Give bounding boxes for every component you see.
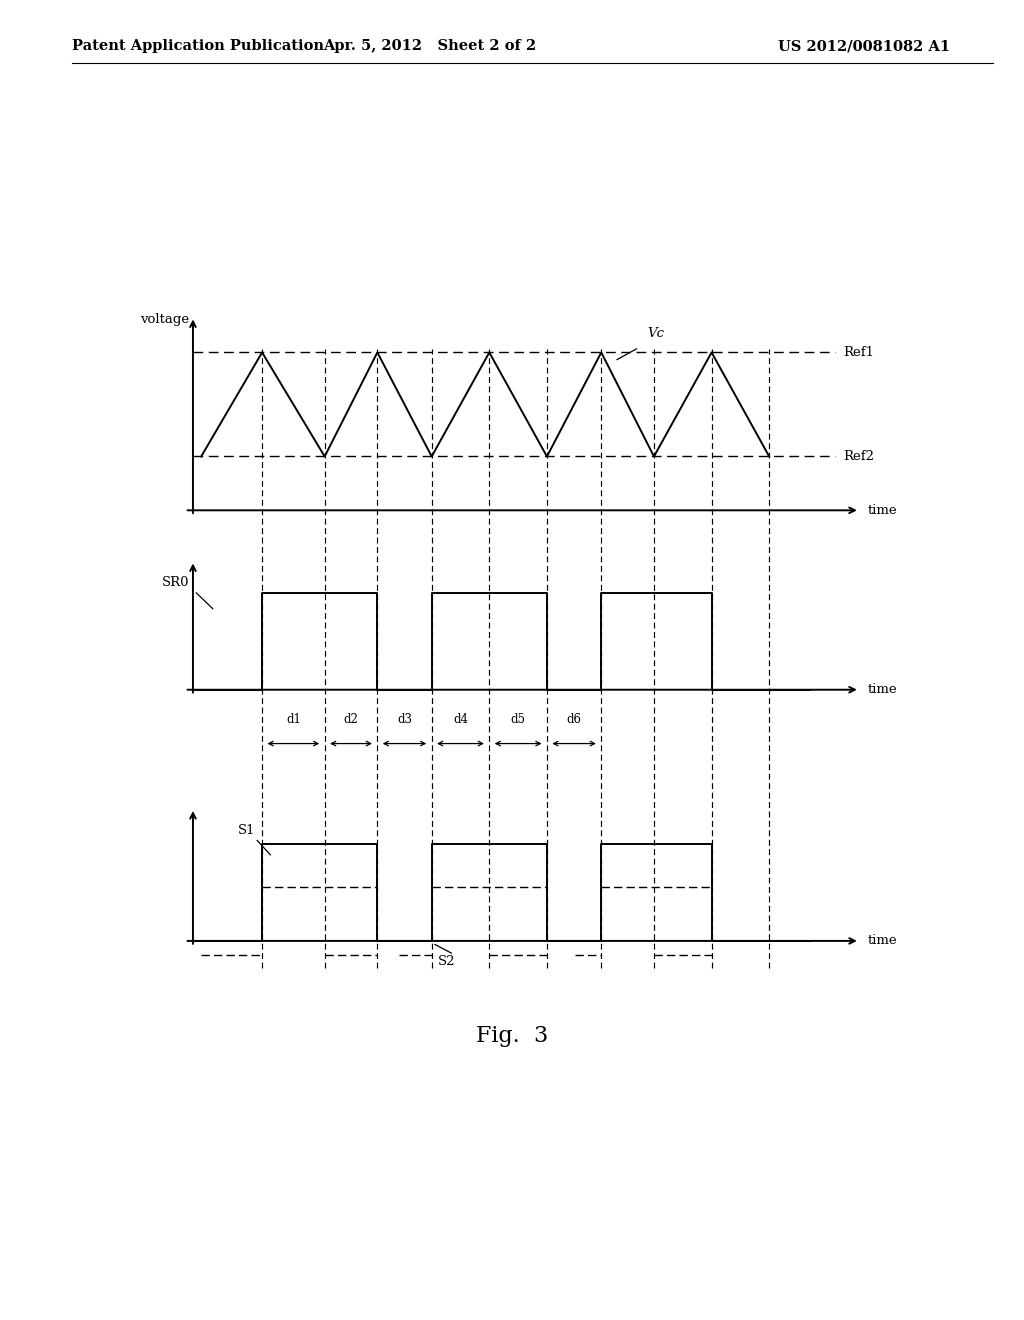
Text: voltage: voltage — [140, 313, 189, 326]
Text: Fig.  3: Fig. 3 — [476, 1026, 548, 1047]
Text: time: time — [868, 935, 898, 948]
Text: d2: d2 — [344, 713, 358, 726]
Text: US 2012/0081082 A1: US 2012/0081082 A1 — [778, 40, 950, 53]
Text: time: time — [868, 504, 898, 517]
Text: time: time — [868, 684, 898, 696]
Text: Apr. 5, 2012   Sheet 2 of 2: Apr. 5, 2012 Sheet 2 of 2 — [324, 40, 537, 53]
Text: S1: S1 — [238, 824, 256, 837]
Text: d6: d6 — [566, 713, 582, 726]
Text: Patent Application Publication: Patent Application Publication — [72, 40, 324, 53]
Text: SR0: SR0 — [162, 577, 189, 589]
Text: d3: d3 — [397, 713, 412, 726]
Text: S2: S2 — [438, 956, 456, 969]
Text: Ref2: Ref2 — [844, 450, 874, 463]
Text: d4: d4 — [453, 713, 468, 726]
Text: d5: d5 — [511, 713, 525, 726]
Text: d1: d1 — [286, 713, 301, 726]
Text: Vc: Vc — [647, 327, 665, 341]
Text: Ref1: Ref1 — [844, 346, 874, 359]
